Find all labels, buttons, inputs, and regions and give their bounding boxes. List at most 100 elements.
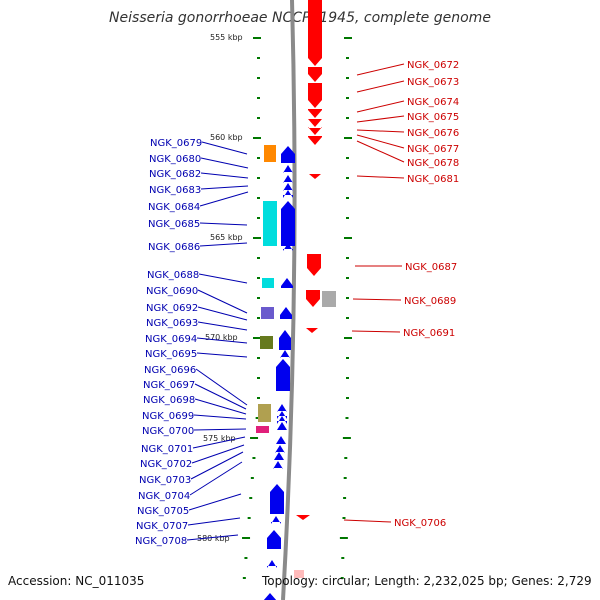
rna-feature bbox=[260, 336, 273, 349]
reverse-label-line bbox=[197, 289, 248, 314]
forward-gene-arrow bbox=[306, 290, 320, 307]
scale-label: 560 kbp bbox=[210, 133, 243, 142]
reverse-label-line bbox=[200, 185, 249, 190]
reverse-label-line bbox=[197, 306, 248, 321]
label-lines bbox=[186, 63, 405, 541]
rna-feature bbox=[263, 201, 277, 246]
forward-gene-label: NGK_0676 bbox=[407, 128, 459, 139]
forward-gene-arrow bbox=[308, 67, 322, 82]
forward-label-line bbox=[356, 63, 405, 76]
scale-label: 570 kbp bbox=[205, 333, 238, 342]
forward-gene-label: NGK_0678 bbox=[407, 158, 459, 169]
forward-label-line bbox=[356, 134, 405, 149]
forward-gene-label: NGK_0672 bbox=[407, 60, 459, 71]
forward-gene-arrow bbox=[308, 119, 322, 127]
reverse-gene-arrow bbox=[283, 183, 293, 191]
rna-feature bbox=[322, 291, 336, 307]
forward-gene-arrow bbox=[306, 328, 318, 333]
reverse-label-line bbox=[200, 172, 249, 179]
forward-gene-label: NGK_0706 bbox=[394, 518, 446, 529]
forward-label-line bbox=[356, 80, 405, 93]
reverse-gene-label: NGK_0705 bbox=[137, 506, 189, 517]
reverse-gene-label: NGK_0703 bbox=[139, 475, 191, 486]
forward-label-line bbox=[356, 100, 405, 113]
reverse-label-line bbox=[193, 414, 247, 420]
accession: Accession: NC_011035 bbox=[8, 574, 145, 588]
reverse-gene-arrow bbox=[283, 165, 293, 173]
genome-summary: Topology: circular; Length: 2,232,025 bp… bbox=[262, 574, 592, 588]
reverse-label-line bbox=[197, 321, 248, 331]
scale-label: 580 kbp bbox=[197, 534, 230, 543]
forward-label-line bbox=[356, 175, 405, 179]
scale-label: 565 kbp bbox=[210, 233, 243, 242]
reverse-label-line bbox=[200, 157, 249, 169]
scale-label: 555 kbp bbox=[210, 33, 243, 42]
reverse-gene-arrow bbox=[281, 278, 293, 288]
forward-label-line bbox=[352, 298, 402, 301]
reverse-gene-arrow bbox=[274, 452, 284, 460]
genome-backbone bbox=[281, 0, 297, 600]
reverse-gene-label: NGK_0699 bbox=[142, 411, 194, 422]
reverse-gene-arrow bbox=[281, 201, 295, 246]
reverse-gene-arrow bbox=[277, 416, 287, 424]
reverse-label-line bbox=[199, 191, 249, 207]
reverse-label-line bbox=[194, 398, 247, 415]
reverse-label-line bbox=[194, 383, 247, 410]
forward-gene-label: NGK_0689 bbox=[404, 296, 456, 307]
forward-gene-arrow bbox=[296, 515, 310, 520]
reverse-label-line bbox=[191, 444, 245, 464]
reverse-gene-label: NGK_0698 bbox=[143, 395, 195, 406]
forward-label-line bbox=[356, 140, 405, 163]
forward-gene-arrow bbox=[309, 174, 321, 179]
reverse-gene-arrow bbox=[283, 243, 293, 251]
forward-gene-labels: NGK_0672 NGK_0673 NGK_0674 NGK_0675 NGK_0676… bbox=[394, 60, 459, 529]
reverse-gene-label: NGK_0686 bbox=[148, 242, 200, 253]
reverse-gene-label: NGK_0708 bbox=[135, 536, 187, 547]
reverse-gene-label: NGK_0701 bbox=[141, 444, 193, 455]
reverse-gene-arrow bbox=[263, 593, 277, 600]
forward-label-line bbox=[343, 519, 392, 523]
reverse-label-line bbox=[186, 534, 239, 541]
scale-label: 575 kbp bbox=[203, 434, 236, 443]
reverse-gene-label: NGK_0684 bbox=[148, 202, 200, 213]
forward-gene-arrow bbox=[307, 254, 321, 276]
forward-gene-label: NGK_0681 bbox=[407, 174, 459, 185]
forward-label-line bbox=[351, 330, 401, 333]
forward-gene-label: NGK_0675 bbox=[407, 112, 459, 123]
reverse-gene-label: NGK_0690 bbox=[146, 286, 198, 297]
reverse-label-line bbox=[198, 273, 248, 284]
reverse-gene-arrow bbox=[277, 404, 287, 412]
reverse-gene-label: NGK_0695 bbox=[145, 349, 197, 360]
reverse-gene-label: NGK_0697 bbox=[143, 380, 195, 391]
reverse-gene-arrow bbox=[280, 350, 290, 358]
reverse-gene-label: NGK_0696 bbox=[144, 365, 196, 376]
reverse-label-line bbox=[193, 428, 247, 431]
forward-label-line bbox=[356, 129, 405, 133]
reverse-gene-arrow bbox=[271, 516, 281, 524]
reverse-gene-label: NGK_0680 bbox=[149, 154, 201, 165]
reverse-gene-arrow bbox=[280, 307, 292, 319]
forward-gene-label: NGK_0674 bbox=[407, 97, 459, 108]
forward-gene-label: NGK_0677 bbox=[407, 144, 459, 155]
reverse-gene-arrow bbox=[277, 422, 287, 430]
reverse-label-line bbox=[196, 352, 248, 358]
reverse-gene-arrow bbox=[267, 530, 281, 549]
rna-feature bbox=[261, 307, 274, 319]
reverse-gene-label: NGK_0702 bbox=[140, 459, 192, 470]
reverse-gene-label: NGK_0679 bbox=[150, 138, 202, 149]
reverse-gene-label: NGK_0685 bbox=[148, 219, 200, 230]
forward-gene-arrow bbox=[308, 109, 322, 118]
reverse-gene-arrow bbox=[279, 330, 291, 350]
reverse-label-line bbox=[187, 517, 241, 526]
forward-gene-label: NGK_0691 bbox=[403, 328, 455, 339]
scale-labels: 555 kbp 560 kbp 565 kbp 570 kbp 575 kbp 580 k… bbox=[197, 33, 243, 543]
reverse-gene-arrow bbox=[273, 461, 283, 469]
map-title: Neisseria gonorrhoeae NCCP11945, complet… bbox=[109, 10, 491, 26]
reverse-label-line bbox=[199, 242, 248, 247]
reverse-gene-label: NGK_0694 bbox=[145, 334, 197, 345]
forward-gene-arrow bbox=[308, 127, 322, 135]
reverse-gene-label: NGK_0683 bbox=[149, 185, 201, 196]
reverse-gene-label: NGK_0704 bbox=[138, 491, 190, 502]
reverse-gene-arrow bbox=[283, 190, 293, 198]
reverse-label-line bbox=[190, 451, 244, 480]
